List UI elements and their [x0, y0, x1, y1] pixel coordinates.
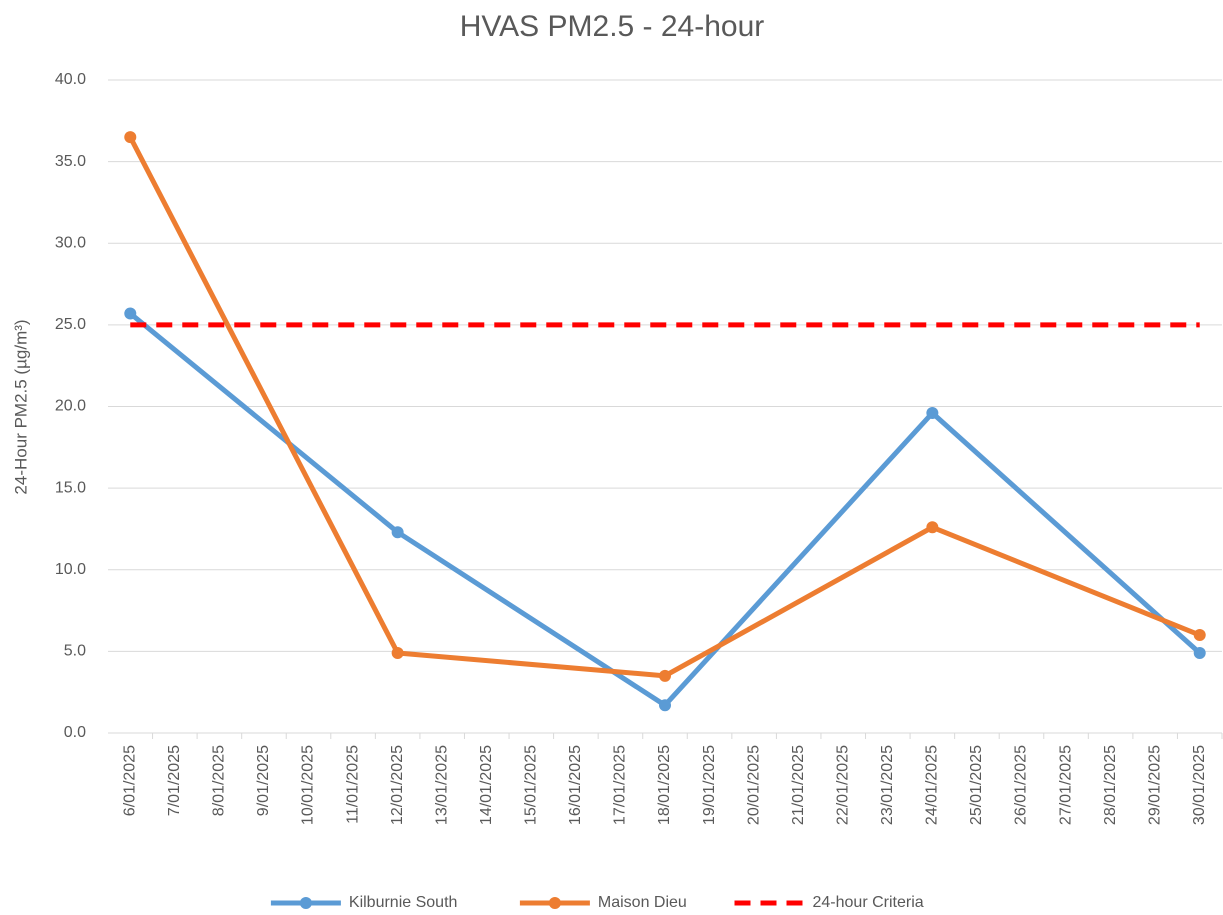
x-tick-label: 15/01/2025	[523, 745, 540, 825]
y-axis-title: 24-Hour PM2.5 (µg/m³)	[11, 319, 30, 494]
chart-title: HVAS PM2.5 - 24-hour	[460, 10, 765, 43]
y-tick-label: 0.0	[64, 724, 86, 741]
x-tick-label: 29/01/2025	[1146, 745, 1163, 825]
x-tick-label: 16/01/2025	[567, 745, 584, 825]
y-tick-label: 25.0	[55, 316, 86, 333]
x-tick-label: 23/01/2025	[879, 745, 896, 825]
point	[124, 131, 137, 144]
point	[659, 669, 671, 682]
point	[391, 526, 404, 539]
x-tick-label: 12/01/2025	[389, 745, 406, 825]
x-tick-label: 20/01/2025	[745, 745, 762, 825]
y-tick-label: 10.0	[55, 561, 86, 578]
x-tick-label: 26/01/2025	[1013, 745, 1030, 825]
legend-label: Kilburnie South	[349, 894, 458, 911]
legend-label: Maison Dieu	[598, 894, 687, 911]
x-tick-label: 17/01/2025	[612, 745, 629, 825]
x-tick-label: 25/01/2025	[968, 745, 985, 825]
legend-marker	[299, 897, 312, 909]
y-tick-label: 20.0	[55, 398, 86, 415]
point	[659, 699, 671, 712]
point	[391, 647, 404, 660]
x-tick-label: 28/01/2025	[1102, 745, 1119, 825]
legend-label: 24-hour Criteria	[813, 894, 924, 911]
point	[124, 307, 137, 320]
y-tick-label: 40.0	[55, 71, 86, 88]
x-tick-label: 19/01/2025	[701, 745, 718, 825]
x-tick-label: 22/01/2025	[834, 745, 851, 825]
x-tick-label: 9/01/2025	[255, 745, 272, 816]
x-tick-label: 6/01/2025	[121, 745, 138, 816]
x-tick-label: 27/01/2025	[1057, 745, 1074, 825]
point	[1193, 629, 1206, 642]
point	[926, 407, 939, 420]
x-tick-label: 14/01/2025	[478, 745, 495, 825]
x-tick-label: 10/01/2025	[300, 745, 317, 825]
y-tick-label: 5.0	[64, 643, 86, 660]
series-line	[128, 311, 1202, 708]
x-tick-label: 30/01/2025	[1191, 745, 1208, 825]
x-tick-label: 13/01/2025	[433, 745, 450, 825]
legend-marker	[548, 897, 561, 909]
x-tick-label: 24/01/2025	[924, 745, 941, 825]
y-tick-label: 15.0	[55, 479, 86, 496]
x-tick-label: 21/01/2025	[790, 745, 807, 825]
y-tick-label: 30.0	[55, 234, 86, 251]
y-tick-label: 35.0	[55, 153, 86, 170]
point	[926, 521, 939, 534]
point	[1193, 647, 1206, 660]
x-tick-label: 11/01/2025	[344, 745, 361, 824]
x-tick-label: 7/01/2025	[166, 745, 183, 816]
x-tick-label: 18/01/2025	[656, 745, 673, 825]
x-tick-label: 8/01/2025	[211, 745, 228, 816]
